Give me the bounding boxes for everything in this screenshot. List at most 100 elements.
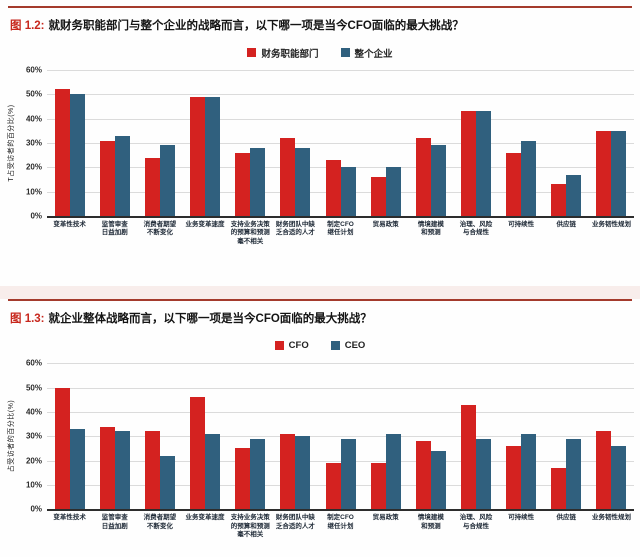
bar-group <box>137 363 182 510</box>
y-tick-label: 60% <box>25 65 42 75</box>
x-category-label: 制定CFO 继任计划 <box>327 221 354 237</box>
bar-财务职能部门 <box>190 96 206 216</box>
y-tick-label: 30% <box>25 138 42 148</box>
bar-整个企业 <box>385 167 401 216</box>
bar-CFO <box>551 467 567 510</box>
legend: CFO CEO <box>0 339 640 352</box>
mid-divider-rule <box>8 299 632 302</box>
legend-label: CFO <box>288 340 309 352</box>
y-tick-label: 0% <box>30 504 42 514</box>
bar-财务职能部门 <box>415 138 431 216</box>
bar-财务职能部门 <box>325 160 341 216</box>
x-category-label: 消费者期望 不断变化 <box>143 221 177 237</box>
top-divider-rule <box>8 6 632 8</box>
bar-财务职能部门 <box>144 157 160 216</box>
legend-swatch-icon <box>274 341 284 351</box>
bar-财务职能部门 <box>280 138 296 216</box>
bar-CEO <box>521 433 537 510</box>
y-tick-label: 40% <box>25 114 42 124</box>
y-tick-label: 30% <box>25 431 42 441</box>
bar-group <box>589 363 634 510</box>
x-category-label: 情境建模 和预测 <box>417 514 444 530</box>
bar-整个企业 <box>340 167 356 216</box>
x-category-label: 业务变革速度 <box>185 514 225 522</box>
bar-CEO <box>475 438 491 510</box>
x-category-label: 财务团队中缺 乏合适的人才 <box>275 514 315 530</box>
bar-整个企业 <box>159 145 175 216</box>
bar-CEO <box>114 431 130 510</box>
chart-area: 占受访者的百分比(%) 60% 50% 40% 30% 20% 10% 0% 变革性技术 监管… <box>4 359 634 539</box>
y-tick-label: 10% <box>25 480 42 490</box>
plot-column: 变革性技术 监管审查 日益加剧 消费者期望 不断变化 业务变革速度 支持业务决策 的预算… <box>47 363 634 539</box>
bar-CFO <box>415 441 431 510</box>
legend-item: CFO <box>274 340 309 352</box>
y-tick-label: 40% <box>25 407 42 417</box>
bar-CFO <box>235 448 251 510</box>
gridline <box>47 363 634 365</box>
x-category-label: 监管审查 日益加剧 <box>101 514 128 530</box>
x-category-label: 消费者期望 不断变化 <box>143 514 177 530</box>
bar-CFO <box>370 463 386 510</box>
section-footer-strip <box>0 286 640 300</box>
legend-item: CEO <box>330 340 365 351</box>
bar-整个企业 <box>250 147 266 216</box>
bar-CFO <box>325 463 341 510</box>
y-axis-ticks: 60% 50% 40% 30% 20% 10% 0% <box>17 66 44 221</box>
bar-CEO <box>340 438 356 510</box>
bar-group <box>318 70 363 216</box>
bar-CFO <box>460 404 476 510</box>
plot-area <box>47 70 634 218</box>
legend-swatch-icon <box>330 341 340 351</box>
plot-area <box>47 363 634 512</box>
bar-group <box>273 70 318 216</box>
bar-整个企业 <box>205 96 221 216</box>
x-category-label: 制定CFO 继任计划 <box>327 514 354 530</box>
bar-财务职能部门 <box>460 111 476 216</box>
bar-CEO <box>205 433 221 510</box>
bar-group <box>544 363 589 510</box>
x-category-label: 治理、风险 与合规性 <box>459 221 493 237</box>
x-category-label: 业务韧性规划 <box>591 221 631 228</box>
x-category-label: 供应链 <box>556 514 577 522</box>
bar-group <box>408 363 453 510</box>
x-category-label: 可持续性 <box>508 514 535 522</box>
bar-group <box>182 363 227 510</box>
bar-整个企业 <box>114 135 130 216</box>
bar-整个企业 <box>475 111 491 216</box>
bar-group <box>92 363 137 510</box>
bar-财务职能部门 <box>370 177 386 216</box>
bar-group <box>453 70 498 216</box>
bar-CEO <box>611 446 627 510</box>
bar-groups <box>47 70 634 216</box>
bar-group <box>589 70 634 216</box>
bar-group <box>499 70 544 216</box>
bar-group <box>228 70 273 216</box>
x-category-label: 变革性技术 <box>53 514 86 522</box>
bar-group <box>47 363 92 510</box>
bar-group <box>228 363 273 510</box>
y-tick-label: 20% <box>25 456 42 466</box>
y-axis-ticks: 60% 50% 40% 30% 20% 10% 0% <box>17 359 44 514</box>
x-axis-labels: 变革性技术 监管审查 日益加剧 消费者期望 不断变化 业务变革速度 支持业务决策 的预算… <box>47 221 634 246</box>
gridline <box>47 460 634 462</box>
bar-财务职能部门 <box>54 89 70 216</box>
bar-group <box>363 70 408 216</box>
bar-财务职能部门 <box>506 152 522 216</box>
bar-CEO <box>566 438 582 510</box>
bar-CEO <box>250 438 266 510</box>
bar-整个企业 <box>295 147 311 216</box>
gridline <box>47 70 634 71</box>
legend-item: 财务职能部门 <box>247 46 319 60</box>
x-category-label: 业务变革速度 <box>185 221 225 228</box>
legend-item: 整个企业 <box>340 46 393 60</box>
y-tick-label: 10% <box>25 187 42 197</box>
bar-group <box>499 363 544 510</box>
gridline <box>47 94 634 96</box>
bar-CFO <box>280 433 296 510</box>
legend-label: 财务职能部门 <box>261 48 319 60</box>
bar-整个企业 <box>69 94 85 216</box>
bar-group <box>137 70 182 216</box>
bar-CEO <box>69 429 85 510</box>
y-axis-title: T占受访者的百分比(%) <box>7 104 15 182</box>
bar-group <box>182 70 227 216</box>
